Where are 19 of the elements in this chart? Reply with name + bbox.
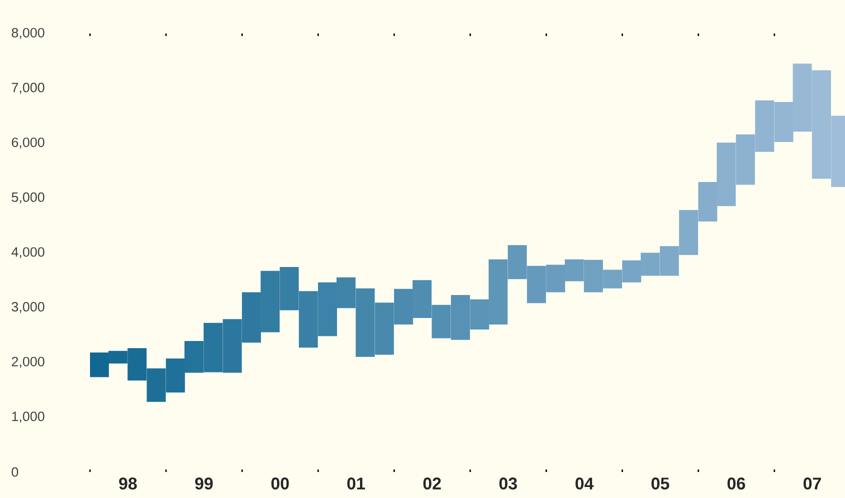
x-tick-label: 05 (651, 478, 670, 490)
x-tick-label: 00 (271, 478, 289, 490)
y-tick-label: 1,000 (12, 412, 44, 423)
y-tick-label: 4,000 (12, 247, 44, 258)
x-tick-label: 02 (423, 478, 441, 490)
x-tick-label: 99 (195, 478, 213, 490)
y-tick-label: 0 (12, 467, 18, 477)
x-tick-label: 01 (347, 478, 365, 490)
y-tick-label: 8,000 (12, 28, 44, 40)
y-tick-label: 3,000 (12, 302, 44, 314)
x-tick-label: 98 (119, 478, 137, 490)
y-tick-label: 2,000 (12, 356, 44, 368)
x-tick-label: 04 (576, 478, 594, 490)
x-tick-label: 03 (499, 478, 517, 490)
x-tick-label: 07 (804, 478, 821, 490)
y-tick-label: 6,000 (12, 138, 44, 149)
x-tick-label: 06 (728, 478, 746, 490)
y-tick-label: 7,000 (12, 82, 44, 94)
y-tick-label: 5,000 (12, 192, 44, 204)
